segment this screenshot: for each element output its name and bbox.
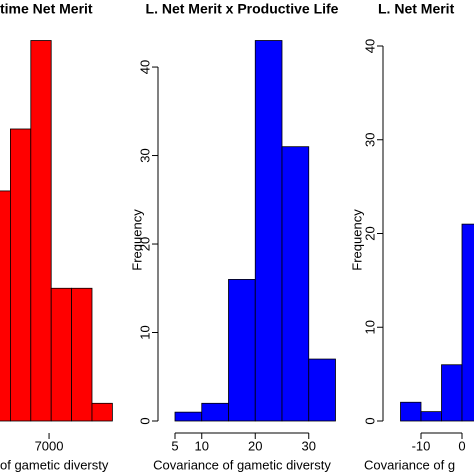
x-tick-label: 20 bbox=[248, 438, 262, 453]
bar bbox=[71, 287, 93, 422]
bar bbox=[461, 223, 474, 422]
bar bbox=[9, 128, 32, 422]
bar bbox=[174, 411, 203, 422]
x-axis-label: Covariance of g bbox=[364, 457, 455, 472]
bar bbox=[281, 146, 310, 422]
y-tick-label: 0 bbox=[362, 417, 377, 424]
y-tick-label: 20 bbox=[137, 237, 152, 251]
panel-title: L. Net Merit bbox=[378, 1, 455, 17]
x-tick-label: 5 bbox=[171, 438, 178, 453]
x-axis-label: of gametic diversty bbox=[0, 457, 109, 472]
x-tick-label: 0 bbox=[458, 438, 465, 453]
bar bbox=[50, 287, 73, 422]
bar bbox=[400, 401, 422, 422]
bar bbox=[201, 402, 229, 422]
y-tick-label: 40 bbox=[137, 60, 152, 74]
bar bbox=[254, 40, 283, 422]
y-tick-label: 20 bbox=[362, 226, 377, 240]
bar bbox=[91, 402, 113, 422]
y-tick-label: 30 bbox=[362, 133, 377, 147]
y-axis-label: Frequency bbox=[129, 209, 144, 271]
x-tick-label: 10 bbox=[195, 438, 209, 453]
x-tick-label: -10 bbox=[412, 438, 431, 453]
y-axis-label: Frequency bbox=[349, 209, 364, 271]
bar bbox=[228, 279, 256, 422]
x-axis-label: Covariance of gametic diversty bbox=[153, 457, 331, 472]
bar bbox=[441, 364, 463, 422]
y-tick-label: 10 bbox=[137, 325, 152, 339]
y-tick-label: 0 bbox=[137, 417, 152, 424]
panel-title: time Net Merit bbox=[0, 1, 93, 17]
y-tick-label: 30 bbox=[137, 148, 152, 162]
bar bbox=[420, 411, 442, 422]
x-tick-label: 7000 bbox=[35, 438, 64, 453]
y-tick-label: 40 bbox=[362, 39, 377, 53]
bar bbox=[308, 358, 336, 422]
bar bbox=[30, 40, 52, 422]
x-tick-label: 30 bbox=[302, 438, 316, 453]
panel-title: L. Net Merit x Productive Life bbox=[146, 1, 339, 17]
y-tick-label: 10 bbox=[362, 320, 377, 334]
bar bbox=[0, 190, 11, 422]
